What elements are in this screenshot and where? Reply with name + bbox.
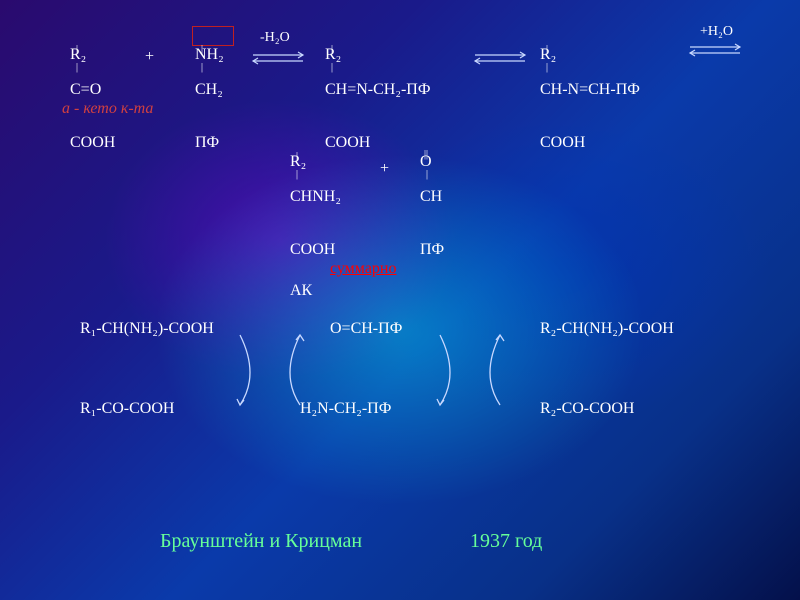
mol1-l3: COOH	[70, 134, 115, 152]
mol5-l1: R₂	[290, 153, 306, 170]
credit-year: 1937 год	[470, 530, 542, 553]
mol3-l1: R₂	[325, 46, 341, 63]
summary-label: суммарно	[330, 260, 396, 278]
arrow-eq1	[248, 48, 308, 68]
mol6-l2: CH	[420, 188, 444, 206]
mol5: R₂ | CHNH₂ | COOH АК	[290, 135, 341, 317]
plus2: +	[380, 160, 389, 178]
keto-label: a - кето к-та	[62, 100, 153, 118]
mol1: R₂ | C=O | COOH	[70, 28, 115, 169]
bot-tc: O=CH-ПФ	[330, 320, 402, 338]
mol1-l2: C=O	[70, 81, 115, 99]
mol2-l2: CH₂	[195, 81, 224, 99]
mol2-l1: NH₂	[195, 46, 224, 63]
bot-tl: R₁-CH(NH₂)-COOH	[80, 320, 214, 338]
mol2: NH₂ | CH₂ | ПФ	[195, 28, 224, 169]
r2-label: +H₂O	[700, 24, 733, 39]
credit-names: Браунштейн и Крицман	[160, 530, 362, 553]
bot-bl: R₁-CO-COOH	[80, 400, 174, 418]
mol5-l2: CHNH₂	[290, 188, 341, 206]
arrow-eq2	[470, 48, 530, 68]
mol1-l1: R₂	[70, 46, 86, 63]
mol6: O || CH | ПФ	[420, 135, 444, 276]
mol3-l2: CH=N-CH₂-ПФ	[325, 81, 430, 99]
mol6-l3: ПФ	[420, 241, 444, 259]
bot-tr: R₂-CH(NH₂)-COOH	[540, 320, 674, 338]
mol2-l3: ПФ	[195, 134, 224, 152]
plus1: +	[145, 48, 154, 66]
curve2	[430, 325, 530, 415]
mol4: R₂ | CH-N=CH-ПФ | COOH	[540, 28, 640, 169]
mol4-l1: R₂	[540, 46, 556, 63]
curve1	[230, 325, 330, 415]
arrow-eq3	[685, 40, 745, 60]
mol4-l2: CH-N=CH-ПФ	[540, 81, 640, 99]
mol5-l3: COOH	[290, 241, 341, 259]
mol4-l3: COOH	[540, 134, 640, 152]
mol5-l4: АК	[290, 282, 341, 300]
r1-label: -H₂O	[260, 30, 290, 45]
bot-br: R₂-CO-COOH	[540, 400, 634, 418]
